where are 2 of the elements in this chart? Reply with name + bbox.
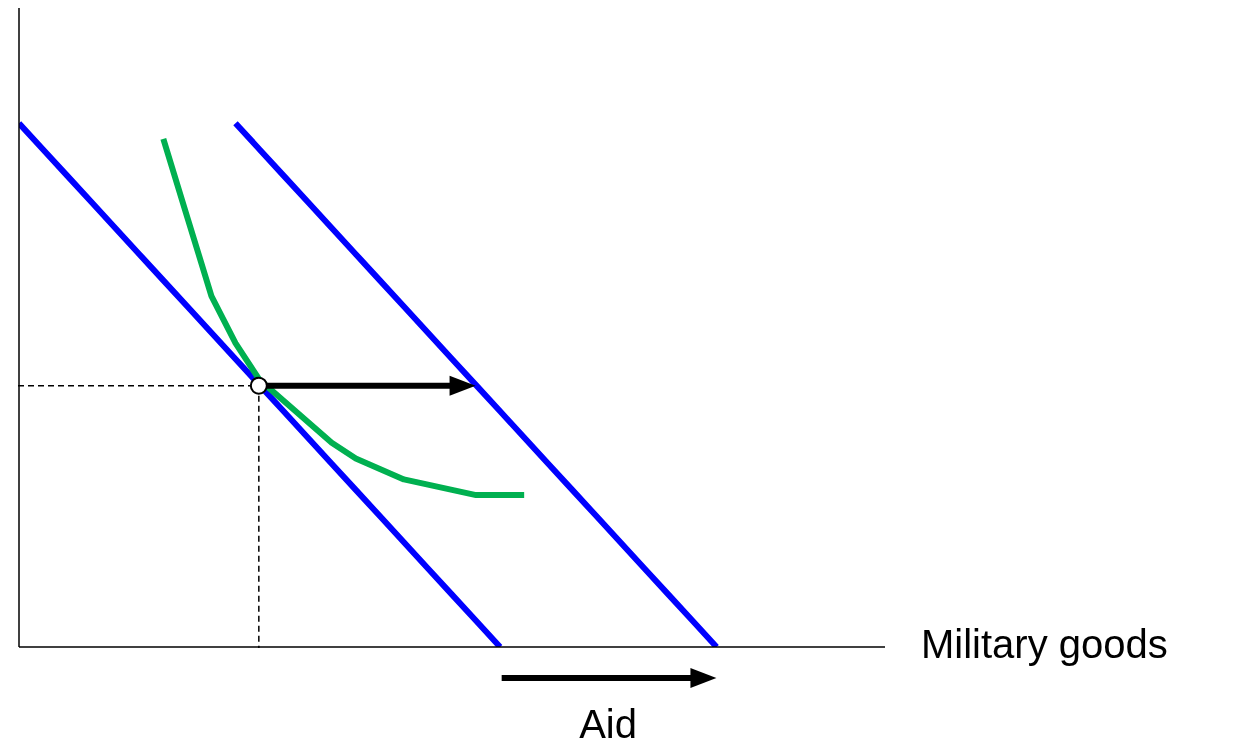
text: Aid: [578, 702, 638, 747]
x-axis-title: Military goods: [921, 622, 1168, 667]
